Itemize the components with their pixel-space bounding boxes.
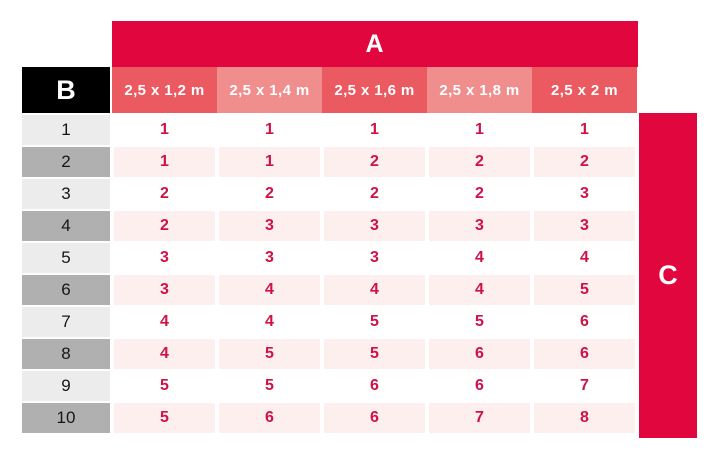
column-group-band-a: A bbox=[112, 21, 638, 67]
value-cell: 2 bbox=[324, 147, 425, 177]
value-cell: 4 bbox=[219, 275, 320, 305]
row-label: 5 bbox=[22, 243, 110, 273]
value-cell: 5 bbox=[219, 339, 320, 369]
value-cell: 3 bbox=[324, 243, 425, 273]
value-cell: 7 bbox=[534, 371, 635, 401]
value-cell: 5 bbox=[114, 403, 215, 433]
value-cell: 6 bbox=[429, 339, 530, 369]
value-cell: 4 bbox=[324, 275, 425, 305]
value-cell: 4 bbox=[534, 243, 635, 273]
value-cell: 1 bbox=[534, 115, 635, 145]
value-cell: 4 bbox=[219, 307, 320, 337]
value-cell: 5 bbox=[429, 307, 530, 337]
column-header-4: 2,5 x 1,8 m bbox=[427, 67, 532, 113]
table-row: 7 4 4 5 5 6 bbox=[22, 307, 637, 337]
table-row: 10 5 6 6 7 8 bbox=[22, 403, 637, 433]
value-cell: 6 bbox=[219, 403, 320, 433]
table-row: 2 1 1 2 2 2 bbox=[22, 147, 637, 177]
column-header-2: 2,5 x 1,4 m bbox=[217, 67, 322, 113]
row-label: 2 bbox=[22, 147, 110, 177]
table-row: 4 2 3 3 3 3 bbox=[22, 211, 637, 241]
table-row: 9 5 5 6 6 7 bbox=[22, 371, 637, 401]
column-header-5: 2,5 x 2 m bbox=[532, 67, 637, 113]
value-cell: 6 bbox=[429, 371, 530, 401]
value-cell: 3 bbox=[324, 211, 425, 241]
value-cell: 2 bbox=[429, 147, 530, 177]
value-cell: 3 bbox=[534, 211, 635, 241]
value-cell: 2 bbox=[114, 211, 215, 241]
value-cell: 3 bbox=[219, 243, 320, 273]
value-cell: 6 bbox=[324, 371, 425, 401]
side-band-label: C bbox=[658, 260, 678, 290]
value-cell: 7 bbox=[429, 403, 530, 433]
column-group-label: A bbox=[365, 29, 385, 58]
row-label: 3 bbox=[22, 179, 110, 209]
value-cell: 1 bbox=[324, 115, 425, 145]
value-cell: 1 bbox=[219, 147, 320, 177]
row-label: 4 bbox=[22, 211, 110, 241]
value-cell: 4 bbox=[429, 243, 530, 273]
value-cell: 2 bbox=[114, 179, 215, 209]
value-cell: 2 bbox=[219, 179, 320, 209]
value-cell: 5 bbox=[324, 307, 425, 337]
row-group-corner-cell: B bbox=[22, 67, 110, 113]
value-cell: 5 bbox=[219, 371, 320, 401]
value-cell: 3 bbox=[114, 243, 215, 273]
value-cell: 6 bbox=[324, 403, 425, 433]
value-cell: 2 bbox=[534, 147, 635, 177]
value-cell: 6 bbox=[534, 339, 635, 369]
table-row: 3 2 2 2 2 3 bbox=[22, 179, 637, 209]
value-cell: 1 bbox=[219, 115, 320, 145]
value-cell: 3 bbox=[534, 179, 635, 209]
value-cell: 3 bbox=[219, 211, 320, 241]
value-cell: 1 bbox=[114, 147, 215, 177]
table-body: 1 1 1 1 1 1 2 1 1 2 2 2 3 2 2 2 2 3 4 2 … bbox=[22, 113, 637, 433]
column-header-1: 2,5 x 1,2 m bbox=[112, 67, 217, 113]
value-cell: 1 bbox=[429, 115, 530, 145]
row-label: 8 bbox=[22, 339, 110, 369]
value-cell: 1 bbox=[114, 115, 215, 145]
column-header-3: 2,5 x 1,6 m bbox=[322, 67, 427, 113]
value-cell: 4 bbox=[114, 307, 215, 337]
row-label: 1 bbox=[22, 115, 110, 145]
table-row: 1 1 1 1 1 1 bbox=[22, 115, 637, 145]
value-cell: 5 bbox=[534, 275, 635, 305]
value-cell: 5 bbox=[324, 339, 425, 369]
value-cell: 4 bbox=[429, 275, 530, 305]
table-row: 8 4 5 5 6 6 bbox=[22, 339, 637, 369]
value-cell: 8 bbox=[534, 403, 635, 433]
value-cell: 2 bbox=[324, 179, 425, 209]
table-row: 5 3 3 3 4 4 bbox=[22, 243, 637, 273]
value-cell: 3 bbox=[429, 211, 530, 241]
table-header-row: B 2,5 x 1,2 m 2,5 x 1,4 m 2,5 x 1,6 m 2,… bbox=[22, 67, 637, 113]
value-cell: 4 bbox=[114, 339, 215, 369]
row-label: 7 bbox=[22, 307, 110, 337]
value-cell: 2 bbox=[429, 179, 530, 209]
row-label: 6 bbox=[22, 275, 110, 305]
row-label: 9 bbox=[22, 371, 110, 401]
table-row: 6 3 4 4 4 5 bbox=[22, 275, 637, 305]
row-label: 10 bbox=[22, 403, 110, 433]
side-band-c: C bbox=[639, 113, 697, 438]
value-cell: 5 bbox=[114, 371, 215, 401]
value-cell: 6 bbox=[534, 307, 635, 337]
value-cell: 3 bbox=[114, 275, 215, 305]
